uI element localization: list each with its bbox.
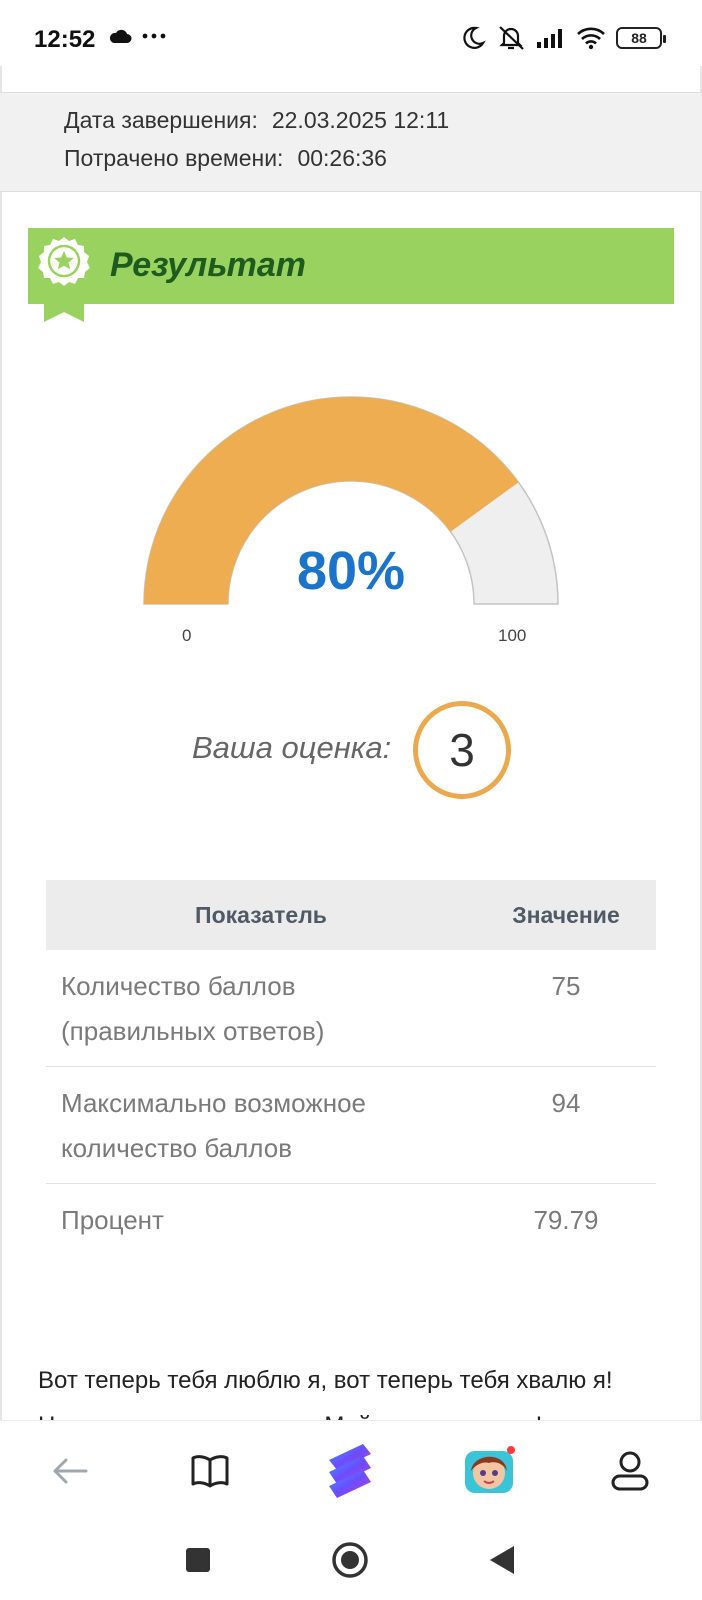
time-spent-row: Потрачено времени: 00:26:36 [64,145,387,172]
table-row: Максимально возможное количество баллов 9… [46,1066,656,1184]
row-value: 75 [476,950,656,1067]
row-indicator-line: количество баллов [61,1133,293,1163]
back-triangle-icon [490,1546,514,1574]
app-logo-button[interactable] [320,1441,380,1501]
battery-icon: 88 [616,27,666,49]
gauge-percent: 80% [296,541,406,601]
game-avatar-button[interactable] [460,1441,520,1501]
results-table: Показатель Значение Количество баллов (пр… [46,880,656,1255]
row-indicator: Количество баллов (правильных ответов) [46,950,476,1067]
page-container [0,66,702,1420]
result-banner [28,228,674,304]
profile-button[interactable] [600,1441,660,1501]
gauge-max-label: 100 [498,626,527,645]
bottom-nav [0,1420,702,1520]
status-left-icons [108,28,166,44]
time-spent-label: Потрачено времени: [64,145,284,171]
battery-level: 88 [631,30,647,46]
header-value: Значение [476,880,656,950]
row-indicator-line: Процент [61,1205,164,1235]
finished-label: Дата завершения: [64,107,258,133]
table-row: Процент 79.79 [46,1184,656,1256]
status-bar: 12:52 88 [0,0,702,84]
alarm-off-icon [499,26,524,50]
grade-badge: 3 [413,701,511,799]
table-row: Количество баллов (правильных ответов) 75 [46,950,656,1067]
row-indicator-line: Максимально возможное [61,1088,367,1118]
row-value: 79.79 [533,1205,599,1235]
message-line: Вот теперь тебя люблю я, вот теперь тебя… [38,1367,613,1394]
back-button[interactable] [482,1540,522,1580]
game-avatar-icon [465,1446,515,1493]
book-button[interactable] [180,1441,240,1501]
recents-button[interactable] [178,1540,218,1580]
row-indicator: Процент [46,1184,476,1256]
header-indicator: Показатель [46,880,476,950]
grade-label: Ваша оценка: [192,730,392,765]
system-nav-bar [0,1520,702,1600]
moon-icon [463,26,486,49]
table-header-row: Показатель Значение [46,880,656,950]
score-gauge [143,396,559,605]
home-button[interactable] [330,1540,370,1580]
wifi-icon [577,27,605,50]
row-indicator: Максимально возможное количество баллов [46,1066,476,1184]
grade-value: 3 [449,724,475,776]
status-time: 12:52 [34,26,96,53]
book-icon [191,1455,229,1488]
row-indicator-line: (правильных ответов) [61,1016,325,1046]
home-icon [332,1542,368,1578]
more-dots-icon [142,33,166,39]
gauge-fill [144,397,519,604]
recents-icon [186,1548,210,1572]
row-indicator-line: Количество баллов [61,971,296,1001]
back-arrow-icon [53,1458,88,1484]
finished-value: 22.03.2025 12:11 [271,107,450,133]
back-arrow-button[interactable] [40,1441,100,1501]
test-info-box: Дата завершения: 22.03.2025 12:11 Потраче… [0,92,702,192]
profile-icon [611,1451,649,1491]
gauge-min-label: 0 [182,626,192,645]
cloud-icon [109,29,132,43]
signal-icon [537,29,562,48]
app-logo-icon [329,1444,371,1498]
award-icon [38,237,90,322]
result-title: Результат [110,246,306,284]
status-right-icons: 88 [460,24,666,52]
row-value: 94 [476,1066,656,1184]
finished-row: Дата завершения: 22.03.2025 12:11 [64,107,449,134]
time-spent-value: 00:26:36 [297,145,387,171]
